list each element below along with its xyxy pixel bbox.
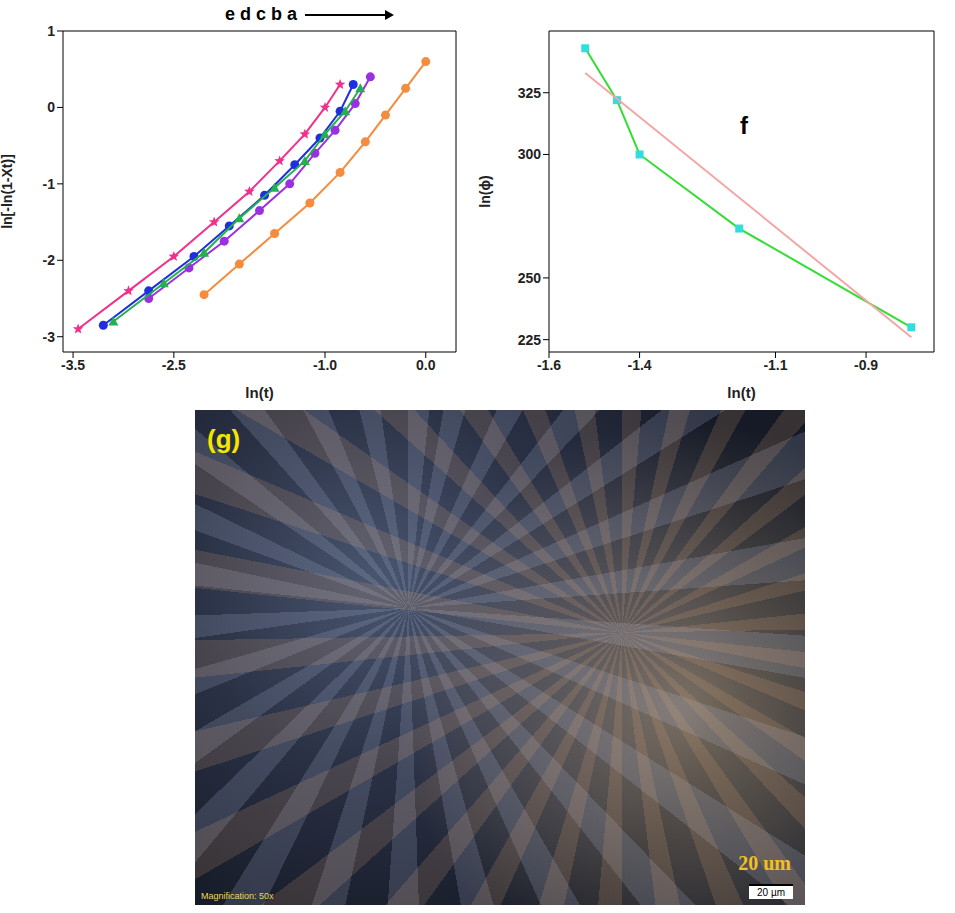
svg-text:ln[-ln(1-Xt)]: ln[-ln(1-Xt)] [0, 154, 15, 229]
svg-text:-2.5: -2.5 [162, 357, 186, 373]
svg-text:1: 1 [47, 23, 55, 39]
svg-text:-1.6: -1.6 [537, 357, 561, 373]
svg-text:-1.1: -1.1 [763, 357, 787, 373]
html-text:20 um: 20 um [738, 852, 791, 874]
svg-text:325: 325 [518, 85, 542, 101]
svg-text:ln(ϕ): ln(ϕ) [478, 175, 493, 207]
html-text:f: f [740, 112, 748, 139]
html-text:(g): (g) [207, 424, 241, 454]
html-text:e d c b a: e d c b a [225, 4, 297, 24]
svg-text:250: 250 [518, 270, 542, 286]
svg-text:-0.9: -0.9 [854, 357, 878, 373]
svg-text:-1.4: -1.4 [628, 357, 652, 373]
svg-text:225: 225 [518, 332, 542, 348]
svg-text:-3.5: -3.5 [61, 357, 85, 373]
svg-text:ln(t): ln(t) [245, 384, 273, 401]
html-text:Magnification: 50x: Magnification: 50x [201, 891, 274, 901]
svg-text:-1.0: -1.0 [313, 357, 337, 373]
svg-text:-1: -1 [43, 176, 56, 192]
svg-text:-2: -2 [43, 252, 56, 268]
html-text:20 µm: 20 µm [757, 887, 785, 898]
svg-text:0.0: 0.0 [416, 357, 436, 373]
svg-text:0: 0 [47, 99, 55, 115]
svg-text:-3: -3 [43, 329, 56, 345]
svg-text:300: 300 [518, 146, 542, 162]
svg-text:ln(t): ln(t) [727, 384, 755, 401]
